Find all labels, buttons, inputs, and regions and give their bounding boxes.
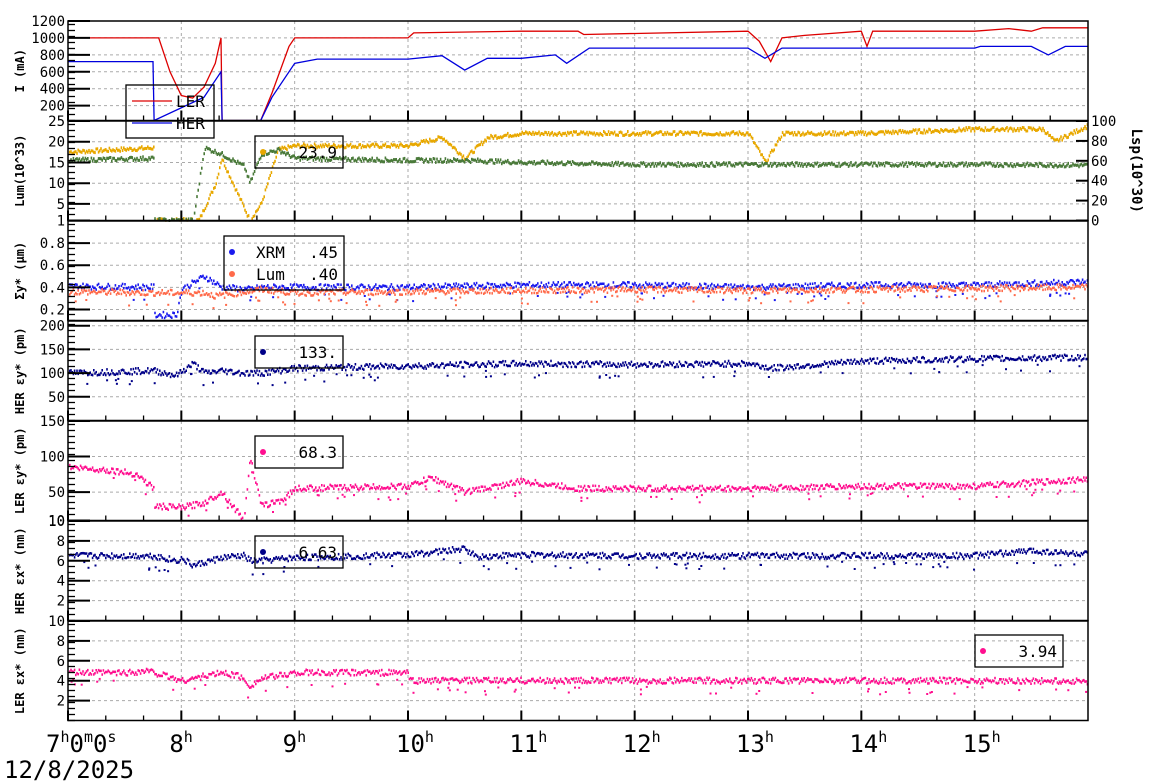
y2-tick-label: 100 <box>1091 114 1116 130</box>
legend-marker-icon <box>980 648 986 654</box>
legend-value: 23.9 <box>298 143 337 162</box>
legend-marker-icon <box>260 449 266 455</box>
y-tick-label: 100 <box>40 450 65 466</box>
series-sigma_y-0 <box>69 275 1088 320</box>
x-tick-label: 8h <box>169 728 192 758</box>
y2-tick-label: 40 <box>1091 174 1108 190</box>
panel-ler_emit_y: 10 50 100 150 LER εy* (pm) 68.3 <box>13 414 1088 530</box>
y-tick-label: 10 <box>48 176 65 192</box>
legend-marker-icon <box>260 549 266 555</box>
y-tick-label: 1200 <box>31 14 65 30</box>
legend-label: LER <box>176 92 205 111</box>
legend: LER HER <box>126 85 214 138</box>
legend-value: 6.63 <box>298 543 337 562</box>
y-tick-label: 800 <box>40 48 65 64</box>
y-tick-label: 6 <box>57 654 65 670</box>
y-tick-label: 2 <box>57 694 65 710</box>
legend: XRM .45 Lum .40 <box>224 236 344 290</box>
panel-frame <box>68 221 1088 321</box>
y-tick-label: 1000 <box>31 31 65 47</box>
x-tick-label: 11h <box>509 728 547 758</box>
y2-tick-label: 0 <box>1091 214 1099 230</box>
legend-value: .40 <box>309 265 338 284</box>
y-tick-label: 10 <box>48 514 65 530</box>
legend-value: .45 <box>309 243 338 262</box>
legend: 133. <box>255 336 343 368</box>
legend-marker-icon <box>229 249 235 255</box>
y-tick-label: 10 <box>48 614 65 630</box>
y-axis-label: I (mA) <box>13 49 27 92</box>
y-tick-label: 20 <box>48 135 65 151</box>
legend: 68.3 <box>255 436 343 468</box>
y-tick-label: 1 <box>57 214 65 230</box>
y-tick-label: 5 <box>57 197 65 213</box>
y-tick-label: 4 <box>57 674 65 690</box>
y-tick-label: 2 <box>57 594 65 610</box>
y-axis-label: Σy* (μm) <box>13 242 27 300</box>
y-tick-label: 50 <box>48 485 65 501</box>
panel-her_emit_y: 50 100 150 200 HER εy* (pm) 133. <box>13 319 1088 421</box>
panel-frame <box>68 321 1088 421</box>
y2-tick-label: 60 <box>1091 154 1108 170</box>
y-tick-label: 150 <box>40 342 65 358</box>
panel-frame <box>68 521 1088 621</box>
legend-marker-icon <box>260 149 266 155</box>
legend-marker-icon <box>229 271 235 277</box>
panel-her_emit_x: 2 4 6 8 10 HER εx* (nm) 6.63 <box>13 514 1088 621</box>
x-axis-labels: 7h0m0s 8h 9h 10h 11h 12h 13h 14h 15h <box>46 728 1001 758</box>
legend-marker-icon <box>260 349 266 355</box>
panel-frame <box>68 621 1088 721</box>
y2-axis-label: Lsp(10^30) <box>1128 129 1144 213</box>
y-axis-label: HER εy* (pm) <box>13 327 27 414</box>
y-axis-label: LER εy* (pm) <box>13 427 27 514</box>
y-axis-label: LER εx* (nm) <box>13 627 27 714</box>
legend-value: 133. <box>298 343 337 362</box>
x-tick-label: 7h0m0s <box>46 728 116 758</box>
y-tick-label: 0.8 <box>40 236 65 252</box>
y-axis-label: Lum(10^33) <box>13 135 27 207</box>
y-tick-label: 0.2 <box>40 302 65 318</box>
x-tick-label: 9h <box>283 728 306 758</box>
y2-tick-label: 20 <box>1091 194 1108 210</box>
y-tick-label: 200 <box>40 319 65 335</box>
series-ler_emit_x-0 <box>69 668 1088 699</box>
date-label: 12/8/2025 <box>4 756 134 784</box>
legend-label: HER <box>176 114 205 133</box>
legend: 3.94 <box>975 635 1063 667</box>
y-tick-label: 6 <box>57 554 65 570</box>
x-tick-label: 13h <box>736 728 774 758</box>
y-tick-label: 0.4 <box>40 280 65 296</box>
x-tick-label: 14h <box>849 728 887 758</box>
y-tick-label: 200 <box>40 99 65 115</box>
series-her_emit_y-0 <box>69 354 1088 387</box>
y-axis-label: HER εx* (nm) <box>13 527 27 614</box>
y-tick-label: 25 <box>48 114 65 130</box>
y-tick-label: 50 <box>48 390 65 406</box>
legend-value: 68.3 <box>298 443 337 462</box>
y-tick-label: 150 <box>40 414 65 430</box>
legend-label: Lum <box>256 265 285 284</box>
y-tick-label: 0.6 <box>40 258 65 274</box>
y-tick-label: 400 <box>40 82 65 98</box>
y-tick-label: 8 <box>57 634 65 650</box>
panel-sigma_y: 0.2 0.4 0.6 0.8 Σy* (μm) XRM .45 Lum .40 <box>13 221 1088 321</box>
legend-value: 3.94 <box>1018 642 1057 661</box>
y-tick-label: 4 <box>57 574 65 590</box>
y-tick-label: 100 <box>40 366 65 382</box>
y-tick-label: 8 <box>57 534 65 550</box>
x-tick-label: 15h <box>963 728 1001 758</box>
series-luminosity-1 <box>69 146 1088 222</box>
series-ler_emit_y-0 <box>69 460 1088 520</box>
y-tick-label: 600 <box>40 65 65 81</box>
series-luminosity-0 <box>69 123 1088 222</box>
y-tick-label: 15 <box>48 155 65 171</box>
panel-frame <box>68 421 1088 521</box>
x-tick-label: 10h <box>396 728 434 758</box>
x-tick-label: 12h <box>623 728 661 758</box>
y2-tick-label: 80 <box>1091 134 1108 150</box>
panel-ler_emit_x: 2 4 6 8 10 LER εx* (nm) 3.94 <box>13 614 1088 721</box>
legend-label: XRM <box>256 243 285 262</box>
